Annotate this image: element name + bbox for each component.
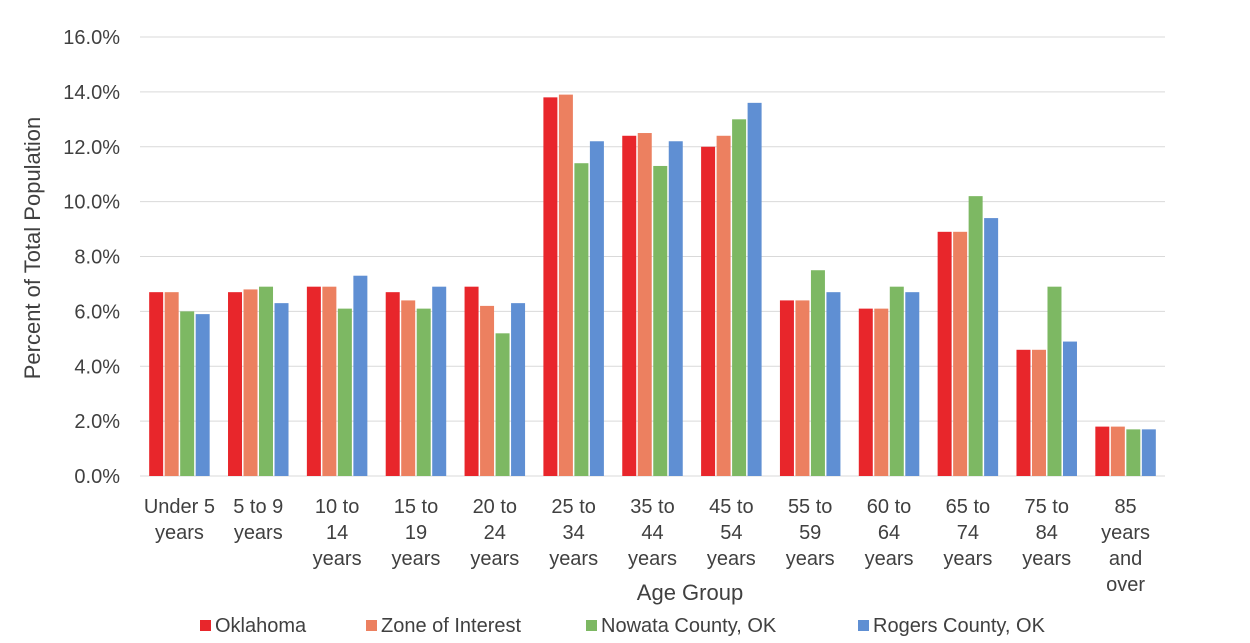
bars xyxy=(149,94,1156,477)
bar xyxy=(668,141,683,476)
legend: Oklahoma Zone of Interest Nowata County, O… xyxy=(200,615,1046,637)
legend-item: Nowata County, OK xyxy=(586,615,777,637)
bar xyxy=(511,303,526,476)
y-tick-label: 8.0% xyxy=(74,247,120,269)
bar xyxy=(937,231,952,476)
x-tick-label: 85 years and over xyxy=(1101,496,1150,596)
x-tick-label: 35 to 44 years xyxy=(628,496,677,570)
bar xyxy=(874,308,889,476)
legend-swatch xyxy=(200,620,211,631)
bar xyxy=(401,300,416,476)
bar xyxy=(810,270,825,476)
bar xyxy=(701,146,716,476)
bar xyxy=(306,286,321,476)
legend-label: Nowata County, OK xyxy=(601,615,777,637)
bar xyxy=(574,163,589,476)
legend-item: Oklahoma xyxy=(200,615,307,637)
bar xyxy=(543,97,558,477)
bar xyxy=(432,286,447,476)
bar xyxy=(558,94,573,477)
bar xyxy=(858,308,873,476)
bar xyxy=(653,165,668,476)
legend-swatch xyxy=(366,620,377,631)
bar xyxy=(274,303,289,476)
y-tick-label: 16.0% xyxy=(63,27,120,49)
y-tick-label: 2.0% xyxy=(74,411,120,433)
bar xyxy=(495,333,510,476)
bar xyxy=(622,135,637,476)
bar xyxy=(732,119,747,476)
legend-label: Rogers County, OK xyxy=(873,615,1046,637)
x-tick-label: 25 to 34 years xyxy=(549,496,598,570)
x-axis-title: Age Group xyxy=(637,580,743,605)
bar xyxy=(953,231,968,476)
y-tick-label: 4.0% xyxy=(74,356,120,378)
x-tick-label: 60 to 64 years xyxy=(865,496,914,570)
bar xyxy=(385,292,400,476)
bar xyxy=(259,286,274,476)
bar xyxy=(1141,429,1156,476)
y-tick-label: 12.0% xyxy=(63,137,120,159)
bar xyxy=(480,305,495,476)
legend-item: Zone of Interest xyxy=(366,615,522,637)
gridlines xyxy=(140,36,1165,477)
bar xyxy=(1031,349,1046,476)
bar xyxy=(984,218,999,476)
bar xyxy=(1016,349,1031,476)
y-axis-title: Percent of Total Population xyxy=(20,117,45,380)
bar xyxy=(889,286,904,476)
bar xyxy=(464,286,479,476)
bar xyxy=(779,300,794,476)
x-tick-label: 20 to 24 years xyxy=(470,496,519,570)
bar xyxy=(322,286,337,476)
y-tick-label: 14.0% xyxy=(63,82,120,104)
x-tick-labels: Under 5 years 5 to 9 years 10 to 14 years 15 to… xyxy=(144,496,1150,596)
bar xyxy=(228,292,243,476)
y-tick-labels: 0.0% 2.0% 4.0% 6.0% 8.0% 10.0% 12.0% 14.0% 16.0% xyxy=(63,27,120,488)
bar xyxy=(164,292,179,476)
bar xyxy=(716,135,731,476)
x-tick-label: 55 to 59 years xyxy=(786,496,835,570)
bar xyxy=(1047,286,1062,476)
legend-swatch xyxy=(586,620,597,631)
bar xyxy=(353,275,368,476)
bar xyxy=(1062,341,1077,476)
bar xyxy=(795,300,810,476)
bar xyxy=(149,292,164,476)
bar xyxy=(180,311,195,477)
bar xyxy=(243,289,258,476)
bar xyxy=(1110,426,1125,476)
x-tick-label: Under 5 years xyxy=(144,496,215,544)
legend-item: Rogers County, OK xyxy=(858,615,1046,637)
bar xyxy=(826,292,841,476)
bar xyxy=(747,102,762,476)
bar xyxy=(1126,429,1141,476)
x-tick-label: 65 to 74 years xyxy=(943,496,992,570)
bar xyxy=(416,308,431,476)
legend-swatch xyxy=(858,620,869,631)
bar xyxy=(905,292,920,476)
x-tick-label: 15 to 19 years xyxy=(392,496,441,570)
x-tick-label: 75 to 84 years xyxy=(1022,496,1071,570)
bar xyxy=(968,196,983,476)
x-tick-label: 10 to 14 years xyxy=(313,496,362,570)
bar xyxy=(195,314,210,476)
x-tick-label: 5 to 9 years xyxy=(233,496,283,544)
y-tick-label: 10.0% xyxy=(63,192,120,214)
x-tick-label: 45 to 54 years xyxy=(707,496,756,570)
legend-label: Zone of Interest xyxy=(381,615,522,637)
legend-label: Oklahoma xyxy=(215,615,307,637)
bar xyxy=(589,141,604,476)
bar xyxy=(1095,426,1110,476)
bar xyxy=(637,133,652,476)
y-tick-label: 0.0% xyxy=(74,466,120,488)
y-tick-label: 6.0% xyxy=(74,301,120,323)
bar xyxy=(337,308,352,476)
